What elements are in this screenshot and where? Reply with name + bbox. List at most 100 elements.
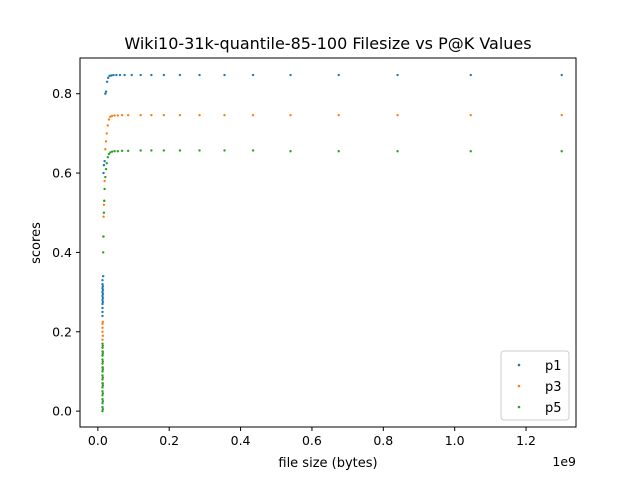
data-point-p3 — [469, 113, 472, 117]
data-point-p3 — [107, 118, 111, 121]
data-point-p5 — [101, 366, 104, 369]
data-point-p5 — [101, 360, 105, 363]
data-point-p1 — [396, 73, 399, 77]
axes-frame — [79, 57, 577, 428]
data-point-p1 — [101, 310, 104, 314]
data-point-p3 — [104, 148, 107, 151]
legend-marker-p5 — [517, 405, 521, 409]
data-point-p1 — [101, 306, 104, 310]
data-point-p3 — [116, 114, 120, 117]
y-axis: 0.0 0.2 0.4 0.6 0.8 — [52, 86, 80, 419]
data-point-p1 — [112, 73, 115, 77]
data-point-p5 — [104, 167, 108, 171]
data-point-p1 — [101, 296, 105, 300]
data-point-p1 — [130, 73, 133, 77]
data-point-p1 — [103, 159, 106, 163]
legend-marker-p1 — [517, 363, 521, 367]
data-point-p5 — [103, 199, 106, 203]
data-point-p5 — [101, 386, 104, 389]
data-point-p5 — [560, 150, 563, 153]
data-point-p3 — [105, 132, 108, 135]
data-point-p1 — [115, 73, 118, 77]
legend-marker-p3 — [517, 384, 521, 388]
data-point-p3 — [101, 334, 105, 337]
data-point-p5 — [102, 211, 106, 214]
data-point-p3 — [101, 330, 104, 333]
data-point-p5 — [101, 346, 104, 349]
data-point-p3 — [198, 113, 201, 117]
data-point-p5 — [396, 150, 399, 153]
data-point-p5 — [251, 149, 255, 152]
data-point-p5 — [101, 370, 104, 373]
x-tick-label: 0.0 — [88, 433, 108, 448]
data-point-p1 — [101, 284, 105, 288]
series-p5 — [101, 149, 563, 413]
data-point-p5 — [101, 354, 104, 357]
data-point-p3 — [101, 326, 104, 330]
data-point-p3 — [102, 203, 106, 207]
series-p3 — [101, 113, 563, 389]
data-point-p3 — [223, 113, 226, 117]
data-point-p3 — [337, 113, 340, 117]
data-point-p5 — [101, 382, 104, 385]
data-point-p1 — [101, 286, 104, 290]
data-point-p5 — [223, 149, 226, 152]
data-point-p5 — [101, 400, 105, 403]
legend: p1 p3 p5 — [500, 350, 570, 421]
data-point-p5 — [289, 150, 292, 153]
data-point-p5 — [101, 350, 104, 353]
data-point-p5 — [101, 378, 104, 381]
data-point-p5 — [101, 374, 104, 377]
data-point-p5 — [113, 150, 116, 153]
data-point-p5 — [101, 362, 104, 365]
x-tick-label: 0.2 — [159, 433, 179, 448]
x-tick-label: 1.2 — [516, 433, 536, 448]
data-point-p5 — [101, 342, 104, 345]
x-tick-label: 0.6 — [302, 433, 322, 448]
data-point-p3 — [106, 124, 110, 127]
data-point-p3 — [139, 113, 142, 117]
data-point-p5 — [469, 150, 472, 153]
data-point-p3 — [126, 113, 130, 117]
legend-box — [500, 350, 570, 421]
data-point-p1 — [105, 80, 109, 84]
data-point-p3 — [101, 320, 105, 324]
data-point-p1 — [104, 90, 108, 93]
data-point-p3 — [150, 113, 153, 117]
legend-label-p1: p1 — [545, 359, 562, 374]
data-point-p5 — [101, 398, 104, 401]
data-point-p1 — [101, 278, 104, 282]
data-point-p5 — [337, 150, 340, 153]
data-point-p1 — [101, 292, 105, 296]
legend-label-p5: p5 — [545, 401, 562, 416]
data-point-p1 — [198, 73, 201, 77]
x-axis-offset-label: 1e9 — [552, 454, 576, 469]
data-point-p1 — [251, 73, 255, 77]
x-tick-label: 0.4 — [231, 433, 251, 448]
legend-label-p3: p3 — [545, 380, 562, 395]
data-point-p5 — [101, 390, 104, 393]
data-point-p3 — [113, 114, 116, 117]
x-tick-label: 1.0 — [445, 433, 465, 448]
data-point-p5 — [104, 175, 107, 179]
chart-title: Wiki10-31k-quantile-85-100 Filesize vs P… — [124, 34, 531, 53]
data-point-p3 — [101, 322, 104, 326]
data-point-p1 — [223, 73, 226, 77]
data-point-p1 — [178, 73, 182, 77]
data-point-p5 — [105, 161, 108, 165]
data-point-p5 — [150, 149, 153, 152]
data-point-p3 — [560, 113, 563, 117]
x-axis: 0.0 0.2 0.4 0.6 0.8 1.0 1.2 — [88, 427, 536, 448]
data-point-p5 — [102, 235, 105, 238]
data-point-p1 — [106, 76, 110, 80]
data-point-p3 — [120, 113, 124, 117]
data-point-p1 — [123, 73, 126, 77]
data-point-p5 — [126, 149, 130, 153]
data-point-p1 — [289, 73, 292, 77]
data-point-p3 — [102, 215, 105, 218]
data-point-p1 — [101, 300, 105, 304]
plot-area — [101, 73, 563, 413]
y-tick-label: 0.8 — [52, 86, 72, 101]
data-point-p1 — [101, 298, 104, 302]
